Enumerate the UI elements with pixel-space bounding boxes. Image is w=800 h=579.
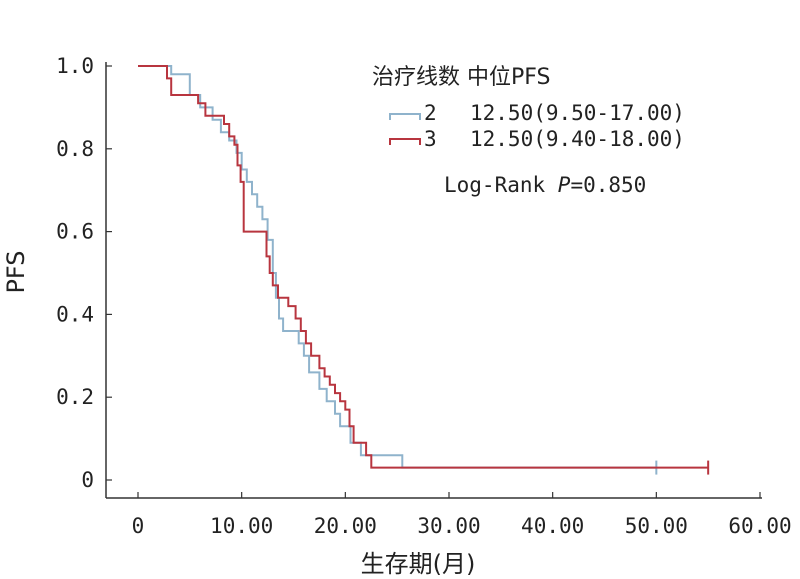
logrank-annotation: Log-Rank P=0.850	[444, 173, 646, 197]
series-layer	[138, 65, 710, 475]
y-tick-label: 0.6	[56, 220, 94, 244]
legend: 治疗线数 中位PFS 2 12.50(9.50-17.00) 3 12.50(9…	[372, 65, 685, 151]
legend-swatch-3	[389, 138, 421, 145]
survival-curve-3	[138, 65, 709, 469]
x-tick-label: 30.00	[417, 514, 480, 538]
x-tick-label: 50.00	[625, 514, 688, 538]
axes: 0 0.2 0.4 0.6 0.8 1.0 0 10.00 20.00 30.00 40.00 50.…	[2, 54, 792, 578]
legend-title: 治疗线数 中位PFS	[372, 65, 551, 90]
legend-item-3: 3 12.50(9.40-18.00)	[389, 127, 685, 151]
x-tick-label: 0	[132, 514, 145, 538]
y-axis-title: PFS	[2, 250, 30, 293]
legend-median-3: 12.50(9.40-18.00)	[470, 127, 685, 151]
x-axis-title: 生存期(月)	[361, 550, 476, 578]
legend-label-2: 2	[424, 101, 437, 125]
legend-item-2: 2 12.50(9.50-17.00)	[389, 101, 685, 125]
x-tick-label: 60.00	[728, 514, 791, 538]
x-tick-label: 20.00	[314, 514, 377, 538]
legend-swatch-2	[389, 113, 421, 120]
legend-label-3: 3	[424, 127, 437, 151]
x-tick-label: 10.00	[210, 514, 273, 538]
y-tick-label: 0.8	[56, 137, 94, 161]
legend-median-2: 12.50(9.50-17.00)	[470, 101, 685, 125]
y-tick-label: 1.0	[56, 54, 94, 78]
x-tick-label: 40.00	[521, 514, 584, 538]
survival-curve-2	[138, 65, 657, 469]
y-tick-label: 0.2	[56, 385, 94, 409]
y-tick-label: 0	[81, 468, 94, 492]
y-tick-label: 0.4	[56, 302, 94, 326]
